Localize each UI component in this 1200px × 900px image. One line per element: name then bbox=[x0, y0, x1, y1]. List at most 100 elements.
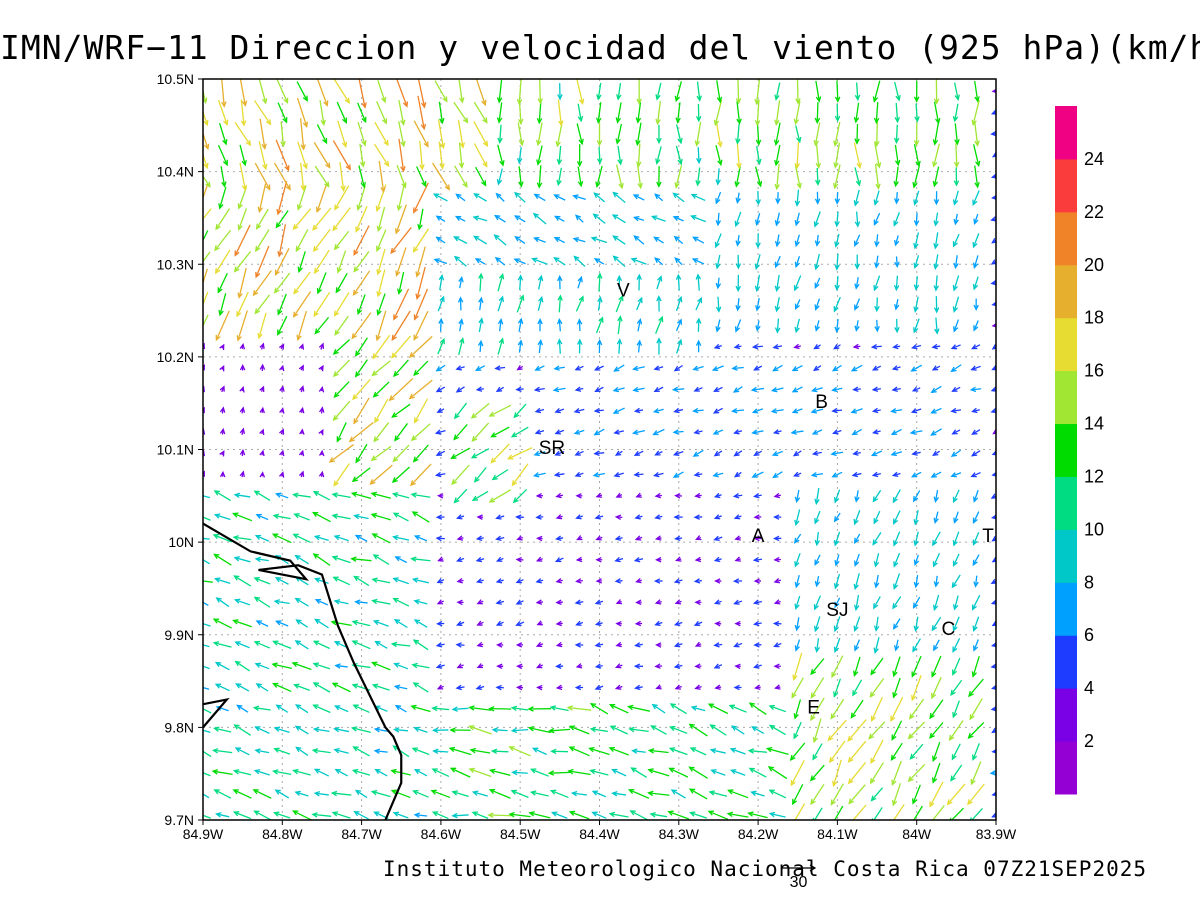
wind-arrow-head bbox=[953, 262, 959, 270]
wind-arrow-head bbox=[633, 450, 641, 456]
wind-arrow-head bbox=[615, 138, 621, 145]
wind-arrow-shaft bbox=[508, 447, 533, 460]
wind-arrow bbox=[635, 102, 642, 124]
wind-arrow bbox=[794, 533, 802, 544]
wind-arrow bbox=[852, 450, 861, 456]
wind-arrow-shaft bbox=[954, 123, 959, 145]
wind-arrow-shaft bbox=[709, 791, 728, 797]
wind-arrow-shaft bbox=[533, 747, 547, 756]
wind-arrow bbox=[970, 761, 982, 786]
wind-arrow-head bbox=[655, 118, 661, 126]
wind-arrow bbox=[631, 748, 646, 754]
wind-arrow-shaft bbox=[834, 121, 841, 146]
wind-arrow-head bbox=[511, 480, 518, 487]
wind-arrow bbox=[873, 212, 881, 226]
wind-arrow-head bbox=[791, 387, 799, 393]
wind-arrow-head bbox=[282, 117, 288, 124]
wind-arrow-shaft bbox=[491, 426, 510, 438]
wind-arrow-shaft bbox=[931, 385, 942, 393]
wind-arrow-head bbox=[195, 620, 200, 624]
wind-arrow-shaft bbox=[577, 103, 582, 121]
wind-arrow-head bbox=[632, 194, 640, 200]
wind-arrow bbox=[318, 386, 325, 393]
wind-arrow-head bbox=[355, 457, 361, 464]
wind-arrow-shaft bbox=[753, 408, 764, 413]
wind-arrow-shaft bbox=[832, 387, 843, 391]
wind-arrow-head bbox=[713, 450, 721, 457]
wind-arrow-shaft bbox=[773, 471, 783, 478]
wind-arrow-shaft bbox=[490, 769, 511, 776]
wind-arrow-head bbox=[453, 236, 460, 242]
wind-arrow-shaft bbox=[538, 340, 542, 353]
wind-arrow bbox=[296, 97, 309, 129]
wind-arrow-shaft bbox=[274, 748, 291, 755]
wind-arrow-head bbox=[677, 158, 683, 166]
wind-arrow bbox=[203, 131, 210, 151]
wind-arrow bbox=[695, 339, 702, 353]
wind-arrow-head bbox=[815, 162, 822, 170]
wind-arrow-shaft bbox=[749, 767, 767, 778]
wind-arrow bbox=[233, 598, 251, 606]
wind-arrow bbox=[280, 121, 286, 148]
wind-arrow-head bbox=[695, 339, 702, 346]
wind-arrow-head bbox=[635, 492, 642, 498]
wind-arrow-shaft bbox=[274, 272, 291, 293]
wind-arrow bbox=[376, 206, 386, 233]
wind-arrow-shaft bbox=[892, 677, 901, 698]
wind-arrow-shaft bbox=[395, 247, 407, 276]
wind-arrow-head bbox=[972, 241, 978, 249]
wind-arrow bbox=[203, 750, 212, 758]
wind-arrow-shaft bbox=[974, 575, 978, 587]
wind-arrow bbox=[913, 122, 920, 147]
wind-arrow bbox=[614, 535, 623, 541]
wind-arrow-head bbox=[469, 747, 476, 754]
wind-arrow-head bbox=[873, 284, 879, 292]
wind-arrow-shaft bbox=[910, 430, 923, 434]
wind-arrow-head bbox=[312, 245, 319, 253]
wind-arrow-head bbox=[633, 663, 641, 670]
wind-arrow-shaft bbox=[911, 471, 922, 478]
wind-arrow-shaft bbox=[215, 249, 231, 274]
wind-arrow-head bbox=[812, 754, 818, 761]
wind-arrow bbox=[333, 292, 350, 317]
wind-arrow bbox=[616, 274, 623, 290]
wind-arrow bbox=[275, 620, 289, 627]
wind-arrow-head bbox=[595, 181, 601, 188]
wind-arrow-shaft bbox=[355, 789, 368, 799]
wind-arrow-head bbox=[873, 199, 879, 206]
wind-arrow-head bbox=[518, 139, 525, 147]
wind-arrow-head bbox=[279, 407, 285, 414]
wind-vectors bbox=[195, 79, 996, 820]
wind-arrow-head bbox=[433, 258, 440, 264]
wind-arrow-head bbox=[534, 407, 542, 414]
wind-arrow bbox=[913, 531, 919, 547]
wind-arrow-shaft bbox=[488, 814, 513, 817]
wind-arrow bbox=[334, 185, 350, 211]
wind-arrow-shaft bbox=[891, 720, 903, 740]
wind-arrow-shaft bbox=[294, 684, 310, 691]
wind-arrow bbox=[537, 338, 543, 353]
wind-arrow-shaft bbox=[568, 706, 592, 711]
wind-arrow bbox=[708, 790, 728, 797]
wind-arrow bbox=[372, 619, 389, 627]
wind-arrow-head bbox=[535, 599, 543, 605]
wind-arrow-head bbox=[473, 193, 480, 199]
wind-arrow bbox=[790, 429, 804, 435]
wind-arrow-head bbox=[213, 577, 221, 583]
wind-arrow bbox=[833, 142, 841, 169]
wind-arrow-head bbox=[213, 553, 220, 559]
wind-arrow-head bbox=[834, 241, 840, 248]
wind-arrow bbox=[356, 185, 366, 212]
wind-arrow bbox=[656, 337, 662, 355]
wind-arrow bbox=[468, 705, 492, 711]
wind-arrow-head bbox=[915, 160, 921, 168]
wind-arrow bbox=[952, 190, 959, 206]
wind-arrow-shaft bbox=[573, 195, 586, 200]
wind-arrow-shaft bbox=[538, 165, 542, 188]
wind-arrow-head bbox=[353, 575, 360, 582]
wind-arrow-head bbox=[971, 754, 978, 761]
wind-arrow-head bbox=[834, 601, 840, 609]
wind-arrow-shaft bbox=[795, 595, 801, 609]
wind-arrow-head bbox=[991, 344, 996, 350]
